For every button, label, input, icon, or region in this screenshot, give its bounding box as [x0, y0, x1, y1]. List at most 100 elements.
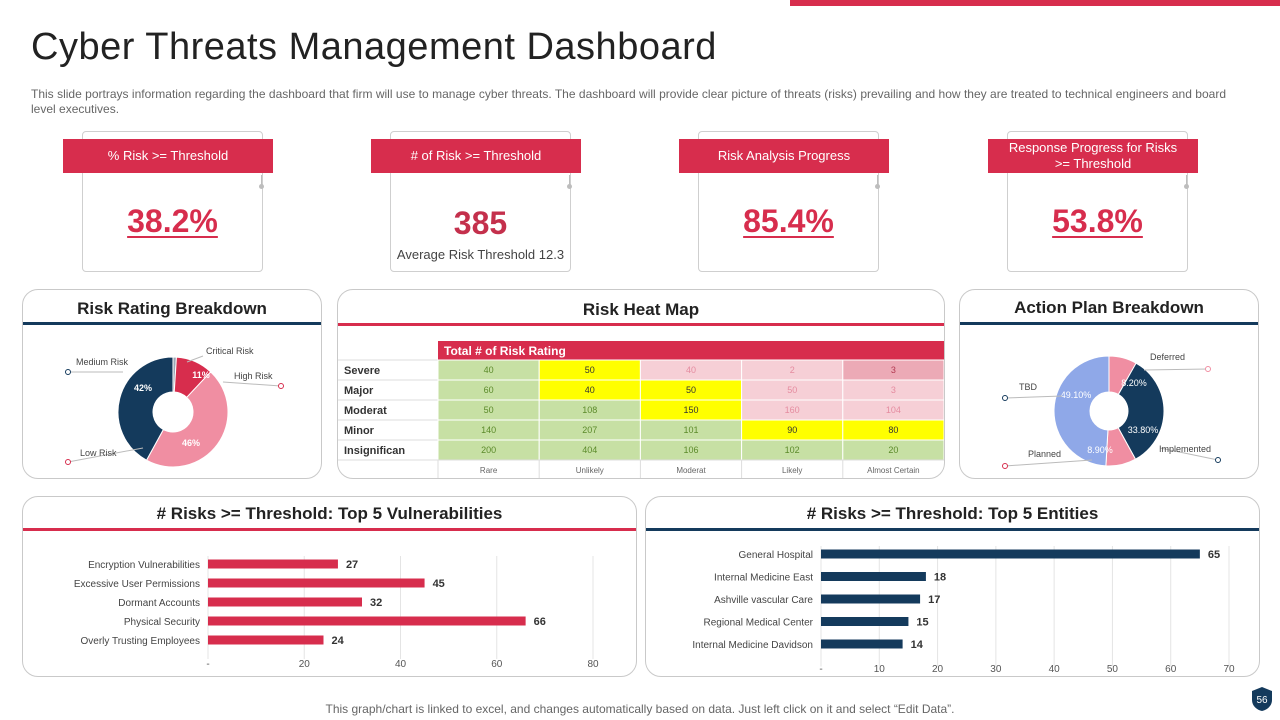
bar-value-label: 32 [370, 597, 382, 609]
legend-critical-risk: Critical Risk [206, 346, 254, 356]
bar-4 [821, 617, 909, 626]
bar-5 [821, 639, 903, 649]
legend-leader [67, 447, 144, 463]
legend-dot [1205, 366, 1211, 372]
bar-1 [821, 549, 1200, 559]
heat-cell-value: 102 [785, 445, 800, 455]
page-number-badge: 56 [1252, 687, 1272, 711]
panel-title: Action Plan Breakdown [1014, 298, 1204, 317]
bar-value-label: 14 [911, 639, 924, 651]
bar-1 [208, 559, 338, 569]
legend-leader [1159, 447, 1219, 461]
vulnerabilities-panel: # Risks >= Threshold: Top 5 Vulnerabilit… [22, 496, 637, 677]
kpi-card-response-progress: Response Progress for Risks >= Threshold… [988, 131, 1198, 273]
slice-label: 49.10% [1061, 390, 1092, 400]
slice-label: 11% [192, 370, 210, 380]
kpi-card-risk-threshold-percent: % Risk >= Threshold 38.2% [63, 131, 273, 273]
heat-cell-value: 50 [787, 385, 797, 395]
heat-cell-value: 80 [888, 425, 898, 435]
legend-tbd: TBD [1019, 382, 1038, 392]
kpi-connector-dot [567, 184, 572, 189]
page-number: 56 [1256, 695, 1268, 706]
legend-dot [1002, 395, 1008, 401]
page-title: Cyber Threats Management Dashboard [31, 26, 717, 68]
panel-rule [23, 322, 321, 325]
bar-value-label: 65 [1208, 549, 1220, 561]
legend-leader [186, 355, 204, 363]
heat-cell-value: 40 [585, 385, 595, 395]
bar-value-label: 17 [928, 594, 940, 606]
y-category-label: General Hospital [739, 550, 813, 561]
heat-col-label: Almost Certain [867, 466, 919, 475]
kpi-connector-dot [1184, 184, 1189, 189]
kpi-connector [261, 175, 262, 185]
x-tick-label: 40 [395, 659, 407, 670]
pie-slice-implemented [1117, 362, 1165, 460]
legend-leader [222, 381, 282, 387]
kpi-card-risk-threshold-count: # of Risk >= Threshold 385 Average Risk … [371, 131, 581, 273]
heat-map-grid: Total # of Risk Rating Severe 40 50 40 2 3 Maj… [338, 341, 944, 478]
x-tick-label: 60 [1165, 664, 1177, 675]
heat-row-label: Insignifican [344, 445, 405, 457]
heat-row-label: Severe [344, 365, 380, 377]
heat-row-label: Moderat [344, 405, 387, 417]
legend-planned: Planned [1028, 449, 1061, 459]
legend-low-risk: Low Risk [80, 448, 117, 458]
heat-row-label: Major [344, 385, 374, 397]
heat-cell-value: 108 [582, 405, 597, 415]
pie-slice-medium-risk [117, 356, 174, 461]
action-plan-panel: Action Plan Breakdown 8.20% 33.80% 8.90%… [959, 289, 1259, 479]
panel-rule [960, 322, 1258, 325]
page-description: This slide portrays information regardin… [31, 87, 1226, 116]
kpi-label: # of Risk >= Threshold [371, 139, 581, 173]
panel-rule [23, 528, 636, 531]
panel-title: # Risks >= Threshold: Top 5 Vulnerabilit… [156, 504, 503, 523]
heat-cell-value: 160 [785, 405, 800, 415]
y-category-label: Excessive User Permissions [74, 579, 200, 590]
kpi-value: 53.8% [1052, 203, 1143, 239]
heat-cell-value: 3 [891, 385, 896, 395]
slice-label: 8.90% [1087, 445, 1113, 455]
kpi-label: % Risk >= Threshold [63, 139, 273, 173]
y-category-label: Regional Medical Center [703, 618, 813, 629]
panel-rule [646, 528, 1259, 531]
legend-dot [278, 383, 284, 389]
heat-cell-value: 90 [787, 425, 797, 435]
heat-cell-value: 200 [481, 445, 496, 455]
heat-col-label: Likely [782, 466, 802, 475]
kpi-subtext: Average Risk Threshold 12.3 [396, 247, 565, 262]
bar-value-label: 27 [346, 559, 358, 571]
y-category-label: Internal Medicine Davidson [692, 640, 813, 651]
kpi-connector-dot [875, 184, 880, 189]
slice-label: 8.20% [1121, 378, 1147, 388]
bar-value-label: 24 [332, 635, 345, 647]
y-category-label: Encryption Vulnerabilities [88, 560, 200, 571]
bar-value-label: 45 [433, 578, 445, 590]
bar-4 [208, 616, 526, 626]
heat-cell-value: 207 [582, 425, 597, 435]
legend-leader [1143, 368, 1209, 371]
kpi-connector [1186, 175, 1187, 185]
heat-cell-value: 20 [888, 445, 898, 455]
kpi-value: 85.4% [743, 203, 834, 239]
heat-cell-value: 50 [585, 365, 595, 375]
heat-cell-value: 104 [886, 405, 901, 415]
kpi-label: Risk Analysis Progress [679, 139, 889, 173]
risk-rating-donut: 11% 46% 42% Critical Risk High Risk Medi… [65, 346, 284, 468]
heat-cell-value: 50 [686, 385, 696, 395]
heat-cell-value: 40 [484, 365, 494, 375]
footer-note: This graph/chart is linked to excel, and… [325, 702, 955, 716]
heat-col-label: Moderat [676, 466, 706, 475]
x-tick-label: 60 [491, 659, 503, 670]
bar-5 [208, 635, 324, 645]
heat-cell-value: 2 [790, 365, 795, 375]
heat-cell-value: 40 [686, 365, 696, 375]
bar-3 [208, 597, 362, 607]
legend-dot [65, 459, 71, 465]
x-tick-label: 70 [1223, 664, 1235, 675]
action-plan-donut: 8.20% 33.80% 8.90% 49.10% Deferred Imple… [1002, 352, 1221, 469]
panel-title: Risk Heat Map [582, 300, 700, 319]
x-tick-label: - [819, 664, 822, 675]
heat-cell-value: 106 [683, 445, 698, 455]
pie-slice-tbd [1053, 355, 1110, 467]
